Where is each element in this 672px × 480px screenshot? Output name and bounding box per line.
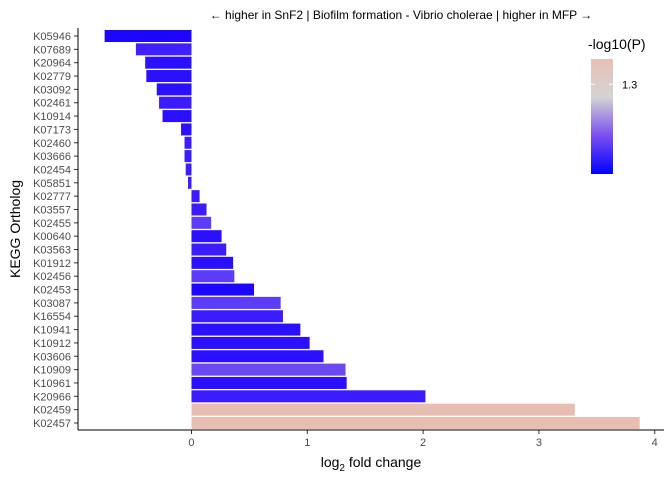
x-axis-title: log2 fold change [321, 454, 422, 474]
x-axis-title-rest: fold change [345, 454, 421, 470]
bar-K05851 [188, 176, 192, 189]
y-tick-label: K10914 [33, 111, 71, 123]
y-tick-label: K07689 [33, 44, 71, 56]
y-tick-label: K10941 [33, 325, 71, 337]
bar-K03087 [191, 296, 281, 309]
y-tick-label: K05851 [33, 178, 71, 190]
y-tick-label: K00640 [33, 231, 71, 243]
bar-K16554 [191, 310, 283, 323]
y-tick-label: K02454 [33, 164, 71, 176]
bar-K10914 [162, 110, 192, 123]
y-tick-label: K05946 [33, 31, 71, 43]
y-tick-label: K10961 [33, 378, 71, 390]
y-tick-label: K20966 [33, 391, 71, 403]
y-tick-label: K02457 [33, 418, 71, 430]
bar-K20964 [145, 56, 192, 69]
legend-colorbar [591, 59, 613, 174]
bar-K03563 [191, 243, 227, 256]
bar-K03666 [184, 150, 192, 163]
bar-K02455 [191, 216, 212, 229]
bar-K02777 [191, 190, 200, 203]
bar-K02779 [146, 70, 192, 83]
y-tick-label: K02453 [33, 285, 71, 297]
x-tick-label: 1 [304, 437, 310, 449]
chart-title: ← higher in SnF2 | Biofilm formation - V… [210, 8, 593, 22]
y-tick-label: K03557 [33, 204, 71, 216]
bar-K07173 [181, 123, 192, 136]
y-tick-label: K03666 [33, 151, 71, 163]
bar-K02457 [191, 416, 640, 430]
bar-K02454 [185, 163, 192, 176]
x-ticks: 0 1 2 3 4 [188, 430, 658, 449]
bar-K02453 [191, 283, 255, 296]
bar-K10912 [191, 336, 310, 349]
y-tick-label: K03563 [33, 245, 71, 257]
y-tick-label: K03606 [33, 351, 71, 363]
y-axis-title: KEGG Ortholog [7, 180, 23, 278]
y-tick-label: K10909 [33, 365, 71, 377]
bar-K20966 [191, 390, 426, 403]
x-axis-title-sub: 2 [339, 463, 345, 474]
y-tick-label: K10912 [33, 338, 71, 350]
y-tick-label: K07173 [33, 124, 71, 136]
x-tick-label: 4 [652, 437, 658, 449]
bar-K03092 [156, 83, 192, 96]
y-tick-label: K02455 [33, 218, 71, 230]
bar-K10909 [191, 363, 346, 376]
y-tick-label: K02459 [33, 405, 71, 417]
bar-K02459 [191, 403, 575, 416]
legend-tick-label: 1.3 [622, 79, 637, 91]
bar-K01912 [191, 256, 234, 269]
bar-K07689 [135, 43, 192, 56]
y-tick-label: K02777 [33, 191, 71, 203]
y-tick-label: K03087 [33, 298, 71, 310]
bar-K03557 [191, 203, 207, 216]
bar-K02460 [184, 136, 192, 149]
y-tick-label: K02461 [33, 98, 71, 110]
bar-K05946 [104, 29, 192, 43]
x-tick-label: 0 [188, 437, 194, 449]
x-tick-label: 3 [536, 437, 542, 449]
y-tick-labels: K05946K07689K20964K02779K03092K02461K109… [33, 31, 78, 430]
bar-K03606 [191, 350, 324, 363]
legend: -log10(P) 1.3 [588, 36, 646, 174]
y-tick-label: K02779 [33, 71, 71, 83]
y-tick-label: K03092 [33, 84, 71, 96]
legend-title: -log10(P) [588, 36, 646, 52]
y-tick-label: K02460 [33, 138, 71, 150]
y-tick-label: K16554 [33, 311, 71, 323]
bar-K02461 [159, 96, 192, 109]
y-tick-label: K02456 [33, 271, 71, 283]
bar-K00640 [191, 230, 222, 243]
x-tick-label: 2 [420, 437, 426, 449]
y-tick-label: K20964 [33, 58, 71, 70]
bar-K02456 [191, 270, 235, 283]
x-axis-title-base: log [321, 454, 340, 470]
bars-group [104, 29, 640, 430]
bar-K10941 [191, 323, 301, 336]
bar-K10961 [191, 376, 347, 389]
y-tick-label: K01912 [33, 258, 71, 270]
